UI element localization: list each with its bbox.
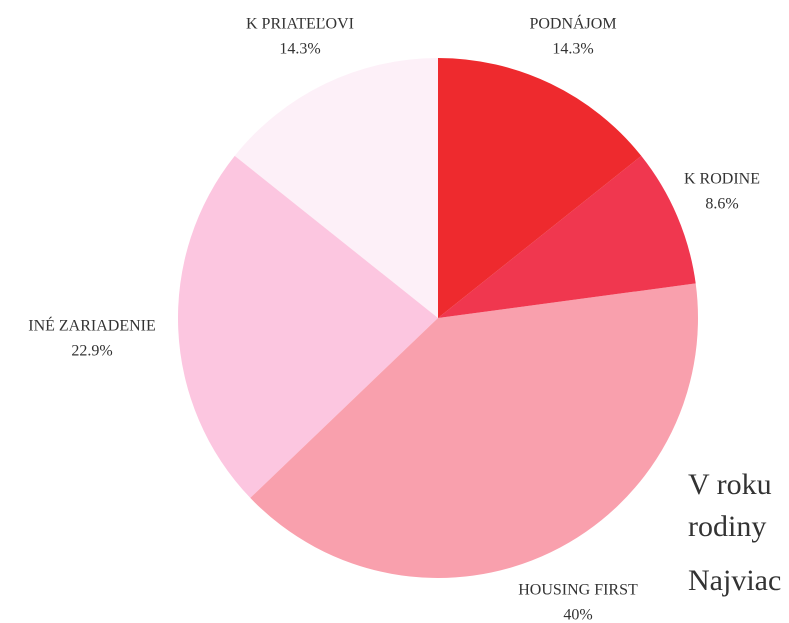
slice-value-label: 8.6% [705,196,738,213]
pie-slice [234,58,438,318]
slice-value-label: 40% [563,607,592,623]
body-text: rodiny [688,510,766,543]
pie-slice [250,283,698,578]
slice-value-label: 14.3% [552,41,593,58]
slice-label: K PRIATEĽOVI [246,16,354,33]
pie-slice [438,58,642,318]
slice-value-label: 22.9% [71,343,112,360]
body-text: V roku [688,468,772,501]
slice-label: HOUSING FIRST [518,582,638,599]
slice-label: PODNÁJOM [529,14,616,33]
pie-slice [438,155,696,318]
slice-value-label: 14.3% [279,41,320,58]
slice-label: K RODINE [684,171,760,188]
slice-label: INÉ ZARIADENIE [28,316,156,335]
pie-slice [178,155,439,498]
body-text: Najviac [688,564,781,597]
